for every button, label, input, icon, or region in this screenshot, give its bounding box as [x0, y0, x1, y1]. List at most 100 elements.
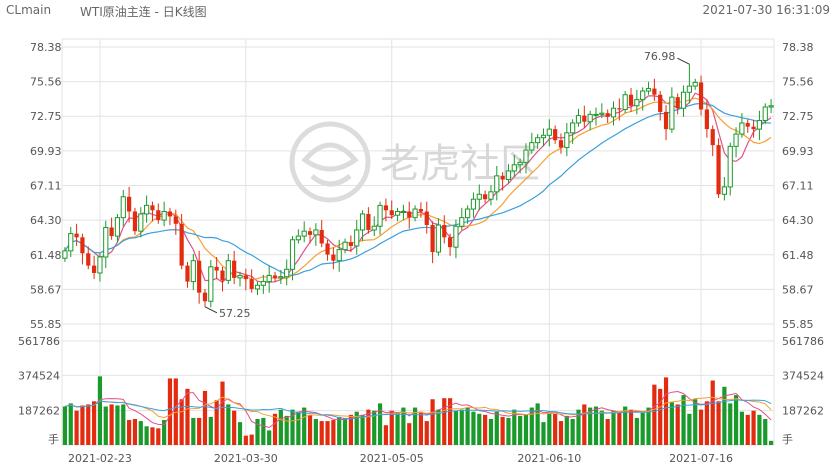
candle-body	[284, 268, 290, 278]
volume-bar	[494, 411, 499, 445]
candle-body	[447, 237, 453, 248]
volume-bar	[757, 414, 762, 445]
candle-body	[342, 241, 348, 251]
candle-body	[249, 279, 254, 289]
volume-bar	[558, 421, 564, 445]
ma10-line	[64, 97, 772, 281]
volume-bar	[138, 421, 143, 445]
candle-body	[243, 275, 248, 280]
candle-body	[173, 216, 178, 224]
volume-tick-right: 187262	[782, 404, 824, 417]
watermark: 老虎社区	[289, 121, 540, 203]
volume-ma20-line	[64, 399, 772, 420]
volume-bar	[605, 419, 610, 445]
candle-body	[663, 111, 669, 130]
candle-body	[529, 142, 535, 151]
candle-body	[377, 204, 383, 227]
volume-bar	[389, 410, 394, 445]
volume-bar	[722, 386, 727, 445]
candle-body	[150, 205, 155, 211]
volume-bar	[185, 388, 190, 445]
volume-bar	[337, 416, 342, 445]
volume-bar	[261, 417, 266, 445]
candle-body	[424, 211, 429, 226]
candle-body	[435, 224, 442, 253]
candle-body	[733, 133, 739, 147]
volume-ma-lines	[64, 390, 772, 429]
candle-body	[727, 145, 733, 188]
volume-bar	[342, 417, 348, 445]
candle-body	[751, 126, 756, 130]
volume-bars	[62, 376, 774, 445]
volume-bar	[564, 415, 569, 445]
volume-bar	[401, 407, 406, 445]
candle-body	[383, 205, 389, 211]
volume-bar	[728, 403, 733, 445]
candle-body	[535, 137, 541, 144]
date-label: 2021-05-05	[360, 452, 424, 465]
candle-body	[540, 134, 547, 139]
volume-bar	[465, 407, 470, 445]
volume-bar	[284, 415, 289, 445]
candle-body	[412, 208, 418, 219]
volume-bar	[570, 419, 575, 445]
candle-body	[389, 210, 394, 216]
timestamp: 2021-07-30 16:31:09	[702, 3, 830, 17]
price-tick-left: 69.93	[30, 145, 62, 158]
candle-body	[599, 112, 605, 115]
candle-body	[582, 115, 587, 122]
candle-body	[698, 82, 704, 110]
price-tick-right: 58.67	[782, 283, 814, 296]
chart-header: CLmain WTI原油主连 - 日K线图 2021-07-30 16:31:0…	[0, 0, 840, 22]
candle-body	[593, 113, 599, 116]
volume-bar	[407, 423, 412, 445]
volume-bar	[103, 406, 108, 445]
price-tick-right: 78.38	[782, 41, 814, 54]
candle-body	[622, 94, 628, 110]
volume-bar	[593, 406, 599, 445]
candle-body	[208, 266, 214, 302]
candle-body	[645, 88, 652, 92]
candle-body	[313, 229, 319, 236]
candle-body	[80, 237, 85, 254]
candle-body	[704, 109, 709, 130]
volume-bar	[634, 417, 639, 445]
volume-bar	[716, 401, 721, 445]
volume-bar	[529, 407, 534, 445]
volume-bar	[553, 413, 558, 445]
volume-bar	[173, 378, 178, 445]
date-label: 2021-06-10	[517, 452, 581, 465]
candle-body	[470, 198, 477, 210]
volume-bar	[127, 420, 132, 445]
price-tick-right: 67.11	[782, 180, 814, 193]
candle-body	[132, 211, 138, 232]
candle-body	[658, 94, 663, 112]
volume-bar	[319, 421, 324, 445]
price-tick-right: 69.93	[782, 145, 814, 158]
candle-body	[546, 128, 552, 136]
candle-body	[430, 225, 435, 253]
date-axis: 2021-02-23 2021-03-30 2021-05-05 2021-06-10…	[68, 452, 733, 465]
annotations: 76.98 57.25	[204, 50, 690, 320]
volume-ma10-line	[64, 396, 772, 422]
candle-body	[669, 96, 675, 130]
volume-bar	[272, 413, 278, 445]
volume-bar	[366, 409, 371, 445]
volume-bar	[150, 427, 155, 445]
volume-bar	[541, 422, 546, 445]
date-label: 2021-03-30	[214, 452, 278, 465]
volume-bar	[768, 440, 774, 445]
candle-body	[185, 265, 190, 282]
max-price-label: 76.98	[644, 50, 676, 63]
volume-bar	[576, 409, 581, 445]
volume-bar	[535, 403, 540, 445]
date-label: 2021-07-16	[669, 452, 733, 465]
volume-bar	[693, 399, 698, 445]
candle-body	[505, 170, 512, 181]
volume-bar	[623, 406, 628, 445]
volume-bar	[132, 419, 138, 445]
candle-body	[307, 231, 313, 235]
volume-bar	[704, 401, 709, 445]
candle-body	[762, 106, 768, 122]
